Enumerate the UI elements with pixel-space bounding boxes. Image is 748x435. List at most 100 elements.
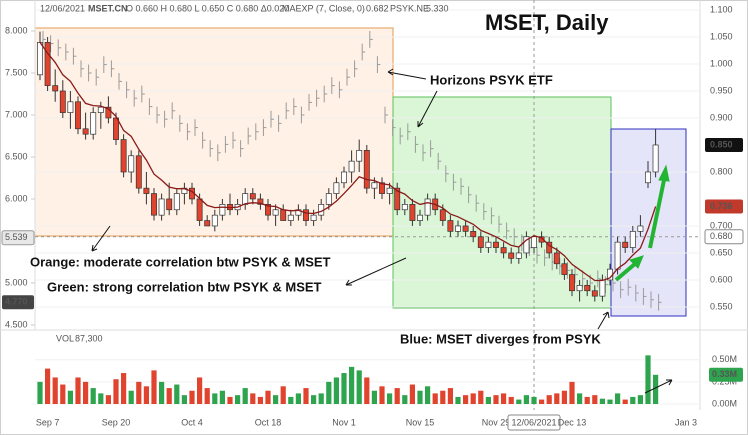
volume-bar (45, 368, 51, 404)
candle-body (523, 236, 530, 254)
candle-body (447, 220, 454, 232)
blue-region (610, 128, 687, 317)
volume-bar (577, 393, 583, 404)
candle-body (257, 198, 264, 205)
y2-tick-label: 0.600 (710, 274, 733, 284)
x-tick-label: Sep 7 (36, 417, 60, 427)
regions (0, 0, 748, 410)
crosshair-date-box (507, 414, 561, 431)
candle-body (439, 209, 446, 221)
volume-bar (37, 381, 43, 404)
y2-tick-label: 1.100 (710, 4, 733, 14)
candle-body (151, 193, 157, 216)
crosshair-y-label: 5.539 (5, 232, 28, 242)
candle-body (310, 214, 317, 221)
annotation: Green: strong correlation btw PSYK & MSE… (47, 279, 322, 294)
arrow-head (658, 164, 670, 182)
candle-body (97, 106, 104, 113)
volume-bar (166, 388, 172, 404)
volume-bar (561, 390, 567, 404)
value-marker-label: 4.770 (5, 297, 28, 307)
candle-body (52, 85, 59, 92)
volume-bar (645, 355, 651, 404)
y-tick-label: 4.500 (5, 319, 28, 329)
legend-psyk-value: 5.330 (426, 3, 449, 13)
candle-body (356, 150, 363, 162)
candle-body (493, 241, 499, 248)
candle-body (599, 279, 606, 297)
volume-bar (311, 395, 317, 404)
volume-bar (333, 377, 339, 404)
x-tick-label: Sep 20 (102, 417, 131, 427)
value-marker (709, 367, 743, 382)
y-tick-label: 7.000 (5, 109, 28, 119)
volume-bar (463, 395, 469, 404)
candle-body (303, 209, 309, 221)
candle-body (371, 182, 378, 189)
volume-bar (584, 396, 590, 404)
volume-bar (409, 384, 415, 404)
volume-bar (197, 377, 203, 404)
volume-bar (159, 381, 165, 404)
legend-ohlc: O 0.660 H 0.680 L 0.650 C 0.680 Δ0.020 (126, 3, 289, 13)
volume-bar (204, 388, 210, 404)
candle-body (287, 214, 294, 221)
volume-bar (242, 388, 248, 404)
candle-body (272, 209, 279, 216)
chart-title: MSET, Daily (485, 10, 609, 35)
value-marker-label: 0.33M (712, 369, 737, 379)
volume-bar (250, 393, 256, 404)
volume-bar (60, 384, 66, 404)
volume-bar (554, 393, 560, 404)
volume-bar (493, 395, 499, 404)
candle-body (325, 193, 332, 205)
value-marker-label: 0.736 (710, 201, 733, 211)
candle-body (143, 187, 150, 194)
candle-body (363, 150, 370, 189)
volume-bar (516, 399, 522, 404)
value-marker (2, 295, 34, 310)
volume-bar (83, 381, 89, 404)
volume-bar (523, 395, 529, 404)
volume-bar (531, 396, 537, 404)
volume-bar (637, 395, 643, 404)
volume-bar (485, 396, 491, 404)
ma-line (39, 42, 657, 282)
arrows (91, 68, 673, 394)
arrow (91, 225, 111, 252)
volume-bar (470, 393, 476, 404)
volume-bar (478, 390, 484, 404)
volume-bar (402, 395, 408, 404)
volume-bar (113, 379, 119, 404)
volume-bar (341, 373, 347, 404)
volume-bar (394, 388, 400, 404)
volume-title: VOL (56, 333, 74, 343)
volume-bar (227, 396, 233, 404)
volume-bar (295, 393, 301, 404)
volume-bar (364, 377, 370, 404)
candle-body (379, 182, 385, 194)
volume-bar (440, 390, 446, 404)
x-tick-label: Nov 1 (332, 417, 356, 427)
y-tick-label: 0.50M (712, 354, 737, 364)
volume-bar (98, 393, 104, 404)
candle-body (409, 204, 416, 221)
candle-body (515, 252, 522, 259)
candle-body (614, 241, 621, 270)
annotations: MSET, Daily Horizons PSYK ETF Orange: mo… (30, 10, 673, 394)
arrow (597, 311, 610, 330)
candle-body (417, 214, 423, 221)
volume-bar (121, 373, 127, 404)
arrow-head (629, 255, 644, 269)
candle-body (37, 42, 43, 76)
y2-tick-label: 0.550 (710, 301, 733, 311)
y2-tick-label: 0.700 (710, 220, 733, 230)
y2-tick-label: 0.650 (710, 247, 733, 257)
y2-tick-label: 1.050 (710, 31, 733, 41)
volume-bar (174, 384, 180, 404)
annotation: Horizons PSYK ETF (430, 72, 553, 87)
x-tick-label: Nov 29 (482, 417, 511, 427)
candle-body (462, 225, 469, 232)
